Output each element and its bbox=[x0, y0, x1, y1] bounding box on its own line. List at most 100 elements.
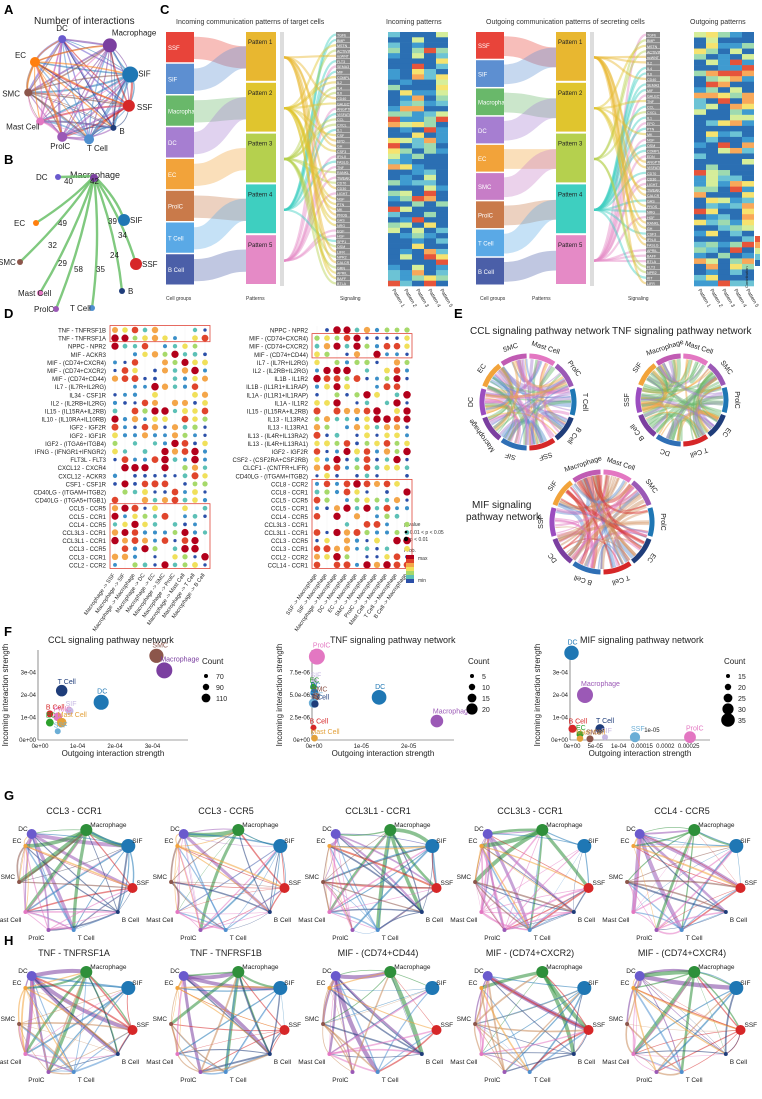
right-dot bbox=[315, 393, 319, 397]
ccl-y-tick: 0e+00 bbox=[19, 738, 37, 744]
ccl-node bbox=[688, 824, 701, 836]
left-dot bbox=[122, 433, 128, 438]
left-dot bbox=[142, 562, 148, 568]
cell-group-ec bbox=[476, 144, 504, 172]
mif-chord bbox=[592, 475, 635, 557]
outgoing-heat-cell bbox=[742, 54, 754, 60]
tnf-chord bbox=[646, 378, 713, 429]
leaf-node bbox=[55, 174, 61, 180]
right-dot bbox=[405, 457, 409, 462]
signal-label: SEMA3 bbox=[647, 83, 659, 87]
signal-block bbox=[646, 131, 660, 137]
signal-block bbox=[336, 248, 350, 254]
pattern-label: Pattern 2 bbox=[558, 91, 583, 97]
left-dot bbox=[111, 512, 119, 520]
left-dot bbox=[133, 457, 137, 462]
interaction-row-label: IL13 - (IL4R+IL13RA2) bbox=[247, 434, 308, 440]
incoming-heat-cell bbox=[412, 190, 424, 197]
mif-chord bbox=[577, 531, 648, 564]
ccl-edge bbox=[174, 845, 178, 913]
ccl-edge bbox=[225, 911, 270, 931]
left-dot bbox=[203, 433, 207, 437]
outgoing-heat-cell bbox=[694, 236, 706, 243]
tnf-chord bbox=[642, 377, 665, 414]
tnfmif-node bbox=[327, 986, 332, 990]
mif-point-sif bbox=[602, 734, 608, 741]
outgoing-heat-cell bbox=[718, 159, 730, 165]
leaf-node bbox=[37, 290, 43, 296]
incoming-heat-cell bbox=[436, 222, 448, 229]
outgoing-heat-cell bbox=[718, 203, 730, 209]
leaf-label: T Cell bbox=[70, 304, 91, 313]
left-dot bbox=[202, 359, 208, 366]
ccl-point-label: B Cell bbox=[46, 704, 65, 711]
edge-smc bbox=[19, 175, 95, 263]
tnf-chord bbox=[665, 376, 717, 439]
ccl-node bbox=[350, 928, 355, 932]
left-dot bbox=[153, 563, 157, 567]
left-dot bbox=[192, 530, 198, 535]
ccl-label: DC bbox=[468, 397, 475, 407]
ccl-edge bbox=[655, 829, 696, 931]
incoming-heat-cell bbox=[436, 196, 448, 202]
signal-block bbox=[336, 58, 350, 64]
tnf-chord bbox=[641, 394, 722, 413]
ccl-edge bbox=[504, 845, 585, 931]
incoming-heat-cell bbox=[400, 196, 412, 202]
outgoing-heat-cell bbox=[694, 81, 706, 88]
signal-label: EPO bbox=[647, 122, 655, 126]
tnf-legend-dot bbox=[468, 683, 476, 691]
tnf-chord bbox=[700, 400, 724, 417]
tnfmif-node-label: T Cell bbox=[534, 1077, 551, 1084]
outgoing-heat-cell bbox=[706, 37, 718, 44]
tnfmif-edge bbox=[170, 1023, 179, 1055]
outgoing-heat-cell bbox=[730, 252, 742, 259]
right-dot bbox=[325, 449, 329, 454]
signal-label: RANKL bbox=[337, 171, 349, 175]
leaf-label: Mast Cell bbox=[18, 289, 52, 298]
signal-band bbox=[593, 208, 647, 235]
ccl-sector bbox=[482, 416, 502, 441]
signal-band bbox=[283, 56, 337, 253]
signal-band bbox=[593, 254, 647, 262]
left-dot bbox=[151, 423, 159, 431]
mif-sector bbox=[630, 537, 652, 564]
mif-label: EC bbox=[645, 552, 656, 564]
interaction-row-label: IL13 - IL13RA2 bbox=[268, 418, 309, 424]
pattern-block bbox=[556, 184, 586, 234]
ccl-point-label: Macrophage bbox=[160, 656, 199, 663]
outgoing-heat-cell bbox=[742, 181, 754, 187]
panel-c-patterns: Incoming communication patterns of targe… bbox=[166, 19, 760, 309]
tnf-chord bbox=[641, 359, 677, 394]
interaction-edge bbox=[28, 91, 129, 107]
mif-point-label: EC bbox=[576, 725, 586, 732]
incoming-heat-cell bbox=[436, 243, 448, 250]
tnfmif-edge bbox=[633, 987, 741, 1031]
outgoing-heat-cell bbox=[694, 54, 706, 60]
flow-band bbox=[193, 147, 247, 186]
pvalue-dot-2 bbox=[403, 536, 409, 542]
signal-block bbox=[336, 190, 350, 196]
left-dot bbox=[131, 407, 139, 415]
incoming-heat-cell bbox=[388, 79, 400, 86]
ccl-node-label: Macrophage bbox=[698, 822, 735, 829]
ccl-point-label: T Cell bbox=[58, 679, 77, 686]
ccl-edge bbox=[633, 829, 695, 913]
left-dot bbox=[152, 546, 158, 552]
tnfmif-edge bbox=[632, 987, 683, 1073]
right-dot bbox=[313, 424, 321, 431]
ccl-point-macrophage bbox=[156, 662, 173, 679]
interaction-row-label: NPPC - NPR2 bbox=[68, 345, 107, 351]
incoming-heat-cell bbox=[436, 137, 448, 144]
signal-band bbox=[593, 208, 647, 213]
right-dot bbox=[384, 457, 390, 462]
incoming-heat-cell bbox=[412, 42, 424, 49]
ccl-edge bbox=[328, 833, 337, 913]
edge-weight: 35 bbox=[96, 265, 105, 274]
right-dot bbox=[375, 433, 379, 437]
signal-block bbox=[646, 125, 660, 131]
ccl-chord bbox=[521, 359, 527, 445]
left-dot bbox=[142, 408, 148, 414]
incoming-heat-cell bbox=[400, 148, 412, 155]
